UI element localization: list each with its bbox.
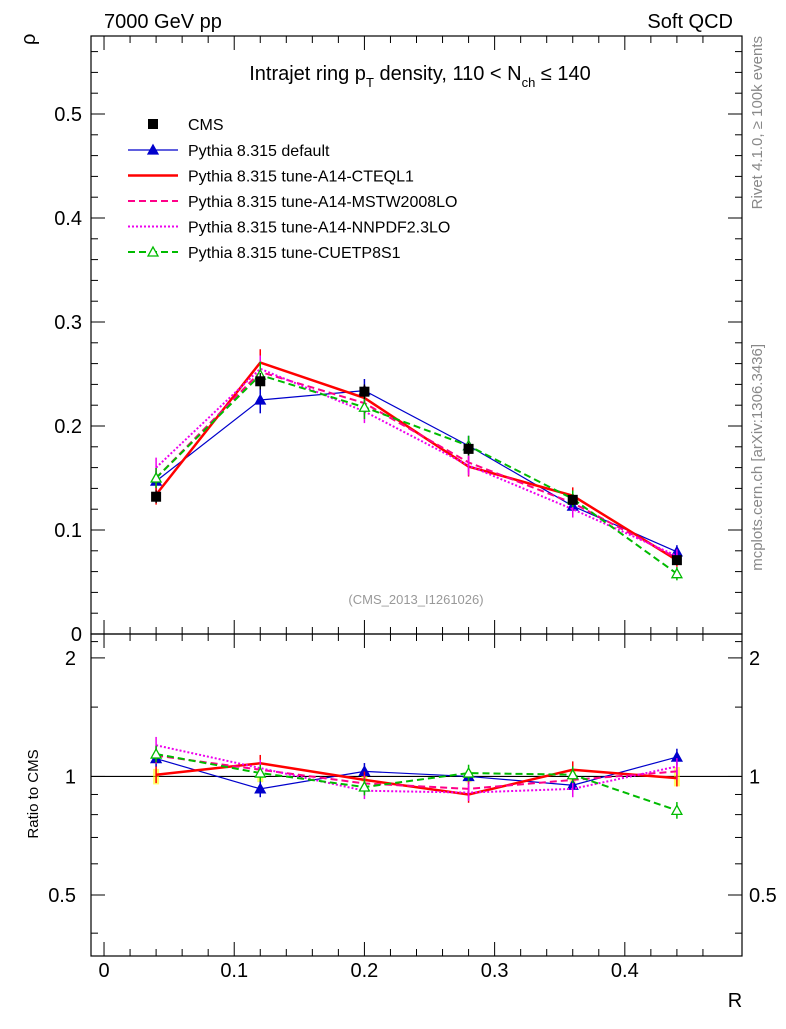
data-point bbox=[463, 443, 474, 454]
series-point bbox=[358, 400, 371, 412]
data-point bbox=[671, 555, 682, 566]
y-tick-label: 0.5 bbox=[54, 104, 82, 126]
legend-marker bbox=[146, 143, 160, 155]
ratio-tick-label: 2 bbox=[65, 648, 76, 670]
header-right-label: Soft QCD bbox=[647, 11, 733, 33]
x-tick-label: 0.2 bbox=[351, 960, 379, 982]
legend: CMS Pythia 8.315 default Pythia 8.315 tune… bbox=[128, 117, 457, 262]
y-tick-label: 0.4 bbox=[54, 208, 82, 230]
ratio-point bbox=[254, 782, 267, 794]
series-line bbox=[155, 373, 678, 575]
ratio-plot bbox=[91, 736, 742, 819]
ratio-point bbox=[149, 747, 163, 759]
legend-label: Pythia 8.315 tune-A14-CTEQL1 bbox=[188, 169, 414, 186]
x-tick-label: 0.1 bbox=[220, 960, 248, 982]
data-point bbox=[359, 386, 370, 397]
axis-ticks: 0 0.1 0.2 0.3 0.4 0.1 0.2 0.3 0.4 0.5 0 0.5 0.5 1 1 2 2 bbox=[48, 36, 777, 982]
ratio-axis-label: Ratio to CMS bbox=[25, 749, 42, 838]
legend-label: Pythia 8.315 tune-CUETP8S1 bbox=[188, 245, 401, 262]
data-point bbox=[151, 491, 162, 502]
series-line bbox=[155, 370, 678, 559]
y-tick-label: 0.3 bbox=[54, 312, 82, 334]
plot-title: Intrajet ring pT density, 110 < Nch ≤ 14… bbox=[249, 63, 591, 90]
x-tick-label: 0.4 bbox=[611, 960, 639, 982]
series-point bbox=[149, 471, 163, 483]
ratio-line bbox=[155, 744, 678, 794]
legend-marker-cms bbox=[148, 119, 158, 129]
series-point bbox=[670, 567, 684, 579]
legend-label: Pythia 8.315 default bbox=[188, 143, 330, 160]
series-point bbox=[254, 393, 267, 405]
ratio-tick-label: 0.5 bbox=[749, 885, 777, 907]
ratio-tick-label: 2 bbox=[749, 648, 760, 670]
y-tick-label: 0.2 bbox=[54, 416, 82, 438]
ratio-plot-frame bbox=[90, 633, 743, 957]
y-tick-label: 0.1 bbox=[54, 520, 82, 542]
ratio-tick-label: 0.5 bbox=[48, 885, 76, 907]
ratio-line bbox=[155, 756, 678, 790]
ratio-point bbox=[462, 766, 475, 778]
mcplots-label: mcplots.cern.ch [arXiv:1306.3436] bbox=[749, 344, 766, 571]
analysis-id: (CMS_2013_I1261026) bbox=[348, 592, 483, 607]
ratio-point bbox=[566, 768, 579, 780]
ratio-tick-label: 1 bbox=[65, 766, 76, 788]
series-line bbox=[155, 390, 678, 553]
ratio-tick-label: 1 bbox=[749, 766, 760, 788]
legend-label: CMS bbox=[188, 117, 224, 134]
legend-marker bbox=[146, 245, 160, 257]
legend-label: Pythia 8.315 tune-A14-MSTW2008LO bbox=[188, 194, 457, 211]
ratio-line bbox=[155, 753, 678, 812]
ratio-point bbox=[254, 766, 267, 778]
y-axis-label: ρ bbox=[18, 34, 40, 45]
data-point bbox=[255, 376, 266, 387]
main-plot bbox=[149, 349, 684, 581]
ratio-point bbox=[358, 780, 371, 792]
x-tick-label: 0 bbox=[98, 960, 109, 982]
series-line bbox=[155, 367, 678, 557]
legend-label: Pythia 8.315 tune-A14-NNPDF2.3LO bbox=[188, 220, 450, 237]
header-left-label: 7000 GeV pp bbox=[104, 11, 222, 33]
ratio-point bbox=[670, 804, 684, 816]
data-point bbox=[567, 494, 578, 505]
x-tick-label: 0.3 bbox=[481, 960, 509, 982]
y-tick-label: 0 bbox=[71, 624, 82, 646]
rivet-label: Rivet 4.1.0, ≥ 100k events bbox=[749, 36, 766, 209]
x-axis-label: R bbox=[728, 990, 742, 1012]
